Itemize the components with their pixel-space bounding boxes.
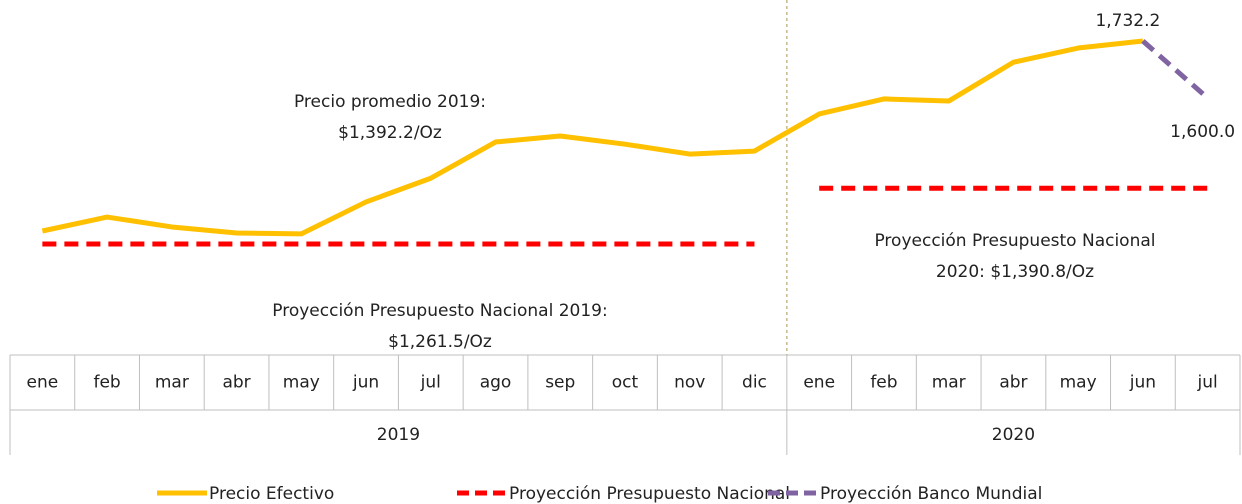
x-tick-label: sep [545,373,575,393]
annotation: $1,261.5/Oz [388,332,492,352]
series-line [1141,39,1210,100]
x-tick-label: jun [352,373,379,393]
x-tick-label: feb [870,373,897,393]
x-tick-label: jun [1129,373,1156,393]
x-tick-label: mar [155,373,189,393]
x-tick-label: may [283,373,320,393]
legend-label: Precio Efectivo [209,484,334,504]
series-line [41,38,1144,237]
annotation: $1,392.2/Oz [338,123,442,143]
x-tick-label: nov [674,373,705,393]
x-tick-label: dic [742,373,767,393]
x-tick-label: may [1060,373,1097,393]
group-label: 2020 [992,425,1035,445]
group-label: 2019 [377,425,420,445]
x-tick-label: mar [932,373,966,393]
annotation: Proyección Presupuesto Nacional [874,231,1155,251]
x-tick-label: oct [612,373,639,393]
annotation: 2020: $1,390.8/Oz [936,262,1094,282]
x-tick-label: ene [27,373,59,393]
data-label: 1,732.2 [1095,11,1160,31]
x-tick-label: jul [1197,373,1218,393]
x-tick-label: abr [999,373,1027,393]
legend-label: Proyección Banco Mundial [820,484,1042,504]
x-tick-label: ago [480,373,512,393]
data-label: 1,600.0 [1170,122,1235,142]
legend-label: Proyección Presupuesto Nacional [509,484,790,504]
x-tick-label: abr [222,373,250,393]
x-tick-label: feb [93,373,120,393]
annotation: Proyección Presupuesto Nacional 2019: [272,301,607,321]
x-tick-label: jul [420,373,441,393]
annotation: Precio promedio 2019: [294,92,486,112]
x-tick-label: ene [803,373,835,393]
